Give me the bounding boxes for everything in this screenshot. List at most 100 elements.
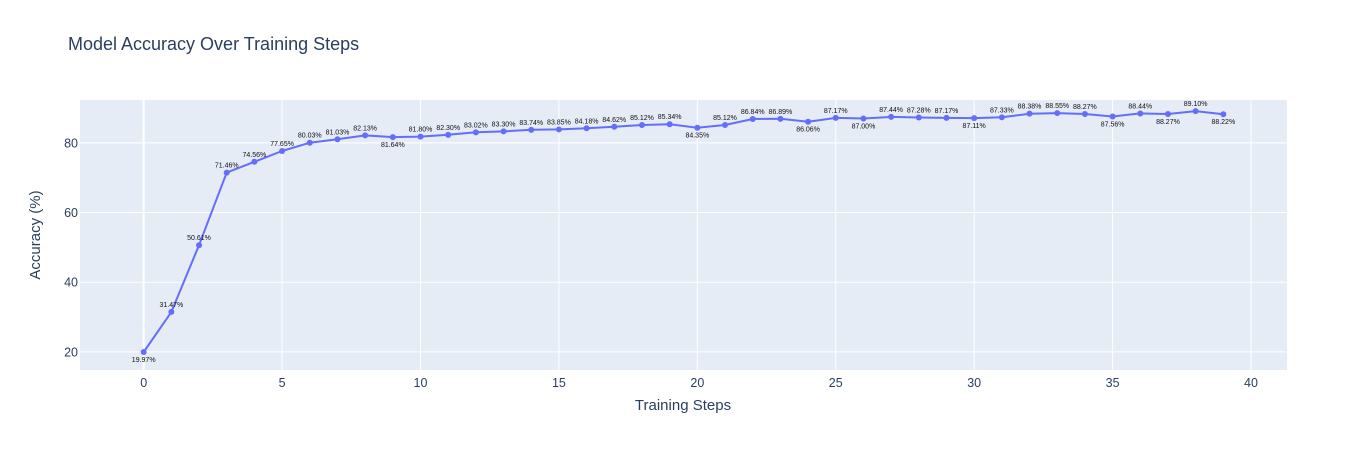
data-label: 88.38% xyxy=(1018,104,1042,111)
data-point xyxy=(832,114,839,121)
x-tick-label: 5 xyxy=(279,376,286,390)
data-label: 88.22% xyxy=(1211,119,1235,126)
data-point xyxy=(140,348,147,355)
data-label: 83.02% xyxy=(464,122,488,129)
data-label: 81.80% xyxy=(409,127,433,134)
data-label: 84.18% xyxy=(575,118,599,125)
data-label: 87.33% xyxy=(990,107,1014,114)
data-point xyxy=(1026,110,1033,117)
data-point xyxy=(1054,110,1061,117)
data-label: 82.13% xyxy=(353,125,377,132)
x-tick-label: 20 xyxy=(690,376,704,390)
data-point xyxy=(555,126,562,133)
data-point xyxy=(196,242,203,249)
data-label: 87.56% xyxy=(1101,122,1125,129)
data-point xyxy=(749,116,756,123)
data-point xyxy=(445,131,452,138)
data-point xyxy=(1081,111,1088,118)
x-axis-title: Training Steps xyxy=(635,397,731,414)
data-label: 87.11% xyxy=(963,123,986,130)
data-point xyxy=(500,128,507,135)
data-label: 31.47% xyxy=(159,302,183,309)
data-point xyxy=(1164,111,1171,118)
axis-ticks: 0 5 10 15 20 25 30 35 40 20 40 60 80 xyxy=(64,136,1258,390)
series-line xyxy=(142,110,1224,353)
data-label: 83.85% xyxy=(547,119,571,126)
data-label: 87.28% xyxy=(907,107,931,114)
data-point xyxy=(611,123,618,130)
data-label: 87.00% xyxy=(852,123,876,130)
data-label: 88.44% xyxy=(1128,103,1152,110)
data-point xyxy=(722,122,729,129)
y-axis-title: Accuracy (%) xyxy=(27,190,44,279)
data-point xyxy=(1220,111,1227,118)
data-point xyxy=(638,122,645,129)
data-label: 84.35% xyxy=(685,133,709,140)
data-point xyxy=(998,114,1005,121)
data-label: 86.84% xyxy=(741,109,765,116)
data-point xyxy=(251,158,258,165)
data-label: 86.89% xyxy=(769,109,793,116)
data-point xyxy=(306,139,313,146)
data-label: 87.17% xyxy=(935,108,959,115)
data-point xyxy=(805,118,812,125)
data-label: 88.27% xyxy=(1156,119,1180,126)
data-point xyxy=(943,114,950,121)
data-point xyxy=(223,169,230,176)
series-layer: 19.97% 31.47% 50.61% 71.46% 74.56%77.65% 80.0… xyxy=(132,101,1235,364)
data-point xyxy=(860,115,867,122)
plot-area xyxy=(80,100,1287,370)
data-point xyxy=(472,129,479,136)
data-point xyxy=(971,115,978,122)
data-label: 86.06% xyxy=(796,127,820,134)
data-label: 85.34% xyxy=(658,114,682,121)
data-point xyxy=(888,113,895,120)
data-point xyxy=(583,125,590,132)
data-label: 85.12% xyxy=(630,115,654,122)
x-tick-label: 35 xyxy=(1106,376,1120,390)
data-label: 89.10% xyxy=(1184,101,1208,108)
y-tick-label: 60 xyxy=(64,206,78,220)
data-point xyxy=(389,134,396,141)
data-label: 88.27% xyxy=(1073,104,1097,111)
data-label: 84.62% xyxy=(602,117,626,124)
y-tick-label: 20 xyxy=(64,345,78,359)
data-label: 82.30% xyxy=(436,125,460,132)
data-label: 88.55% xyxy=(1045,103,1069,110)
x-tick-label: 15 xyxy=(552,376,566,390)
data-point xyxy=(1109,113,1116,120)
grid-lines xyxy=(80,100,1287,370)
data-point xyxy=(694,124,701,131)
data-point xyxy=(1192,108,1199,115)
data-point xyxy=(279,148,286,155)
y-tick-label: 40 xyxy=(64,276,78,290)
data-label: 81.64% xyxy=(381,142,405,149)
data-label: 83.74% xyxy=(519,120,543,127)
data-label: 81.03% xyxy=(326,129,350,136)
data-point xyxy=(1137,110,1144,117)
x-tick-label: 40 xyxy=(1244,376,1258,390)
data-label: 83.30% xyxy=(492,121,516,128)
data-point xyxy=(417,133,424,140)
data-point xyxy=(334,136,341,143)
data-label: 71.46% xyxy=(215,163,239,170)
data-label: 19.97% xyxy=(132,357,156,364)
x-tick-label: 0 xyxy=(140,376,147,390)
data-label: 87.17% xyxy=(824,108,848,115)
y-tick-label: 80 xyxy=(64,136,78,150)
data-point xyxy=(777,115,784,122)
x-tick-label: 30 xyxy=(967,376,981,390)
data-label: 74.56% xyxy=(243,152,267,159)
x-tick-label: 25 xyxy=(829,376,843,390)
chart-title: Model Accuracy Over Training Steps xyxy=(68,34,359,54)
data-label: 80.03% xyxy=(298,133,322,140)
data-label: 85.12% xyxy=(713,115,737,122)
data-point xyxy=(528,126,535,133)
data-point xyxy=(168,308,175,315)
data-label: 77.65% xyxy=(270,141,294,148)
data-point xyxy=(915,114,922,121)
data-label: 50.61% xyxy=(187,235,211,242)
data-point xyxy=(666,121,673,128)
